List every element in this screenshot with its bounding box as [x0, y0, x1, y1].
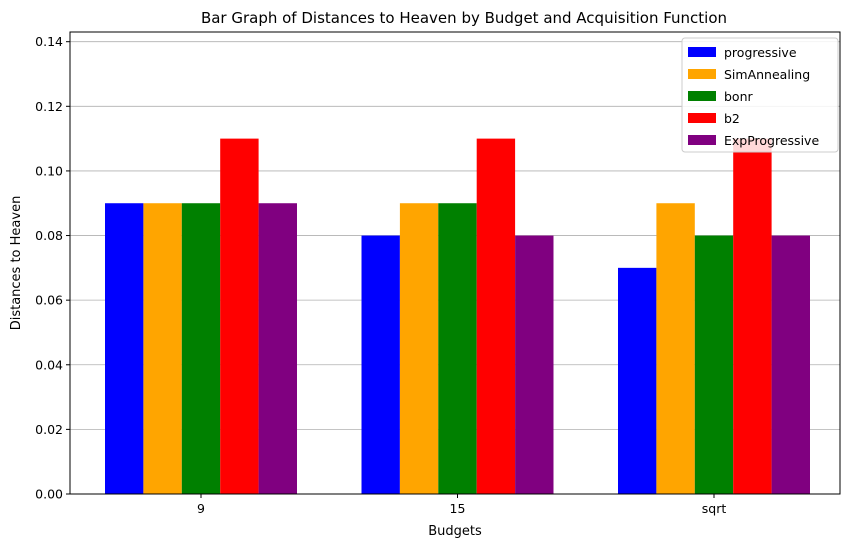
- bar-b2-9: [220, 138, 259, 494]
- y-tick-label: 0.14: [35, 34, 63, 49]
- bar-progressive-sqrt: [618, 267, 657, 494]
- plot-frame: [69, 31, 841, 495]
- y-tick-label: 0.10: [35, 163, 63, 178]
- bar-expprogressive-15: [515, 235, 554, 495]
- legend-label: SimAnnealing: [724, 67, 810, 82]
- y-tick-label: 0.08: [35, 228, 63, 243]
- legend-label: ExpProgressive: [724, 133, 819, 148]
- y-tick-label: 0.12: [35, 99, 63, 114]
- bar-simannealing-9: [143, 203, 182, 494]
- bar-progressive-9: [105, 203, 144, 494]
- x-tick-label: 9: [197, 501, 205, 516]
- x-axis-ticks: 9 15 sqrt: [197, 494, 726, 516]
- bar-simannealing-15: [399, 203, 439, 494]
- y-tick-label: 0.04: [35, 357, 63, 372]
- legend-swatch-expprogressive: [688, 135, 716, 145]
- bar-bonr-sqrt: [694, 235, 734, 495]
- legend-label: bonr: [724, 89, 754, 104]
- chart-title: Bar Graph of Distances to Heaven by Budg…: [201, 9, 727, 27]
- bar-simannealing-sqrt: [656, 203, 695, 494]
- bars: [105, 138, 810, 495]
- y-tick-label: 0.00: [35, 487, 63, 502]
- y-axis-label: Distances to Heaven: [9, 196, 24, 331]
- legend-swatch-bonr: [688, 91, 716, 101]
- legend-swatch-progressive: [688, 47, 716, 57]
- bar-expprogressive-sqrt: [771, 235, 810, 495]
- legend-swatch-b2: [688, 113, 716, 123]
- legend-label: progressive: [724, 45, 797, 60]
- bar-b2-sqrt: [733, 138, 772, 494]
- x-axis-label: Budgets: [428, 524, 482, 539]
- bar-b2-15: [476, 138, 516, 494]
- legend-box: [681, 37, 839, 153]
- bar-bonr-15: [438, 203, 477, 494]
- bar-progressive-15: [361, 235, 400, 495]
- x-tick-label: sqrt: [702, 501, 727, 516]
- legend-swatch-simannealing: [688, 69, 716, 79]
- x-tick-label: 15: [450, 501, 466, 516]
- bar-expprogressive-9: [258, 203, 297, 494]
- bar-bonr-9: [181, 203, 221, 494]
- y-tick-label: 0.02: [35, 422, 63, 437]
- y-axis-ticks: 0.00 0.02 0.04 0.06 0.08 0.10 0.12 0.14: [35, 34, 70, 502]
- y-tick-label: 0.06: [35, 293, 63, 308]
- legend-label: b2: [724, 111, 740, 126]
- legend: progressive SimAnnealing bonr b2 ExpProgress…: [681, 37, 839, 153]
